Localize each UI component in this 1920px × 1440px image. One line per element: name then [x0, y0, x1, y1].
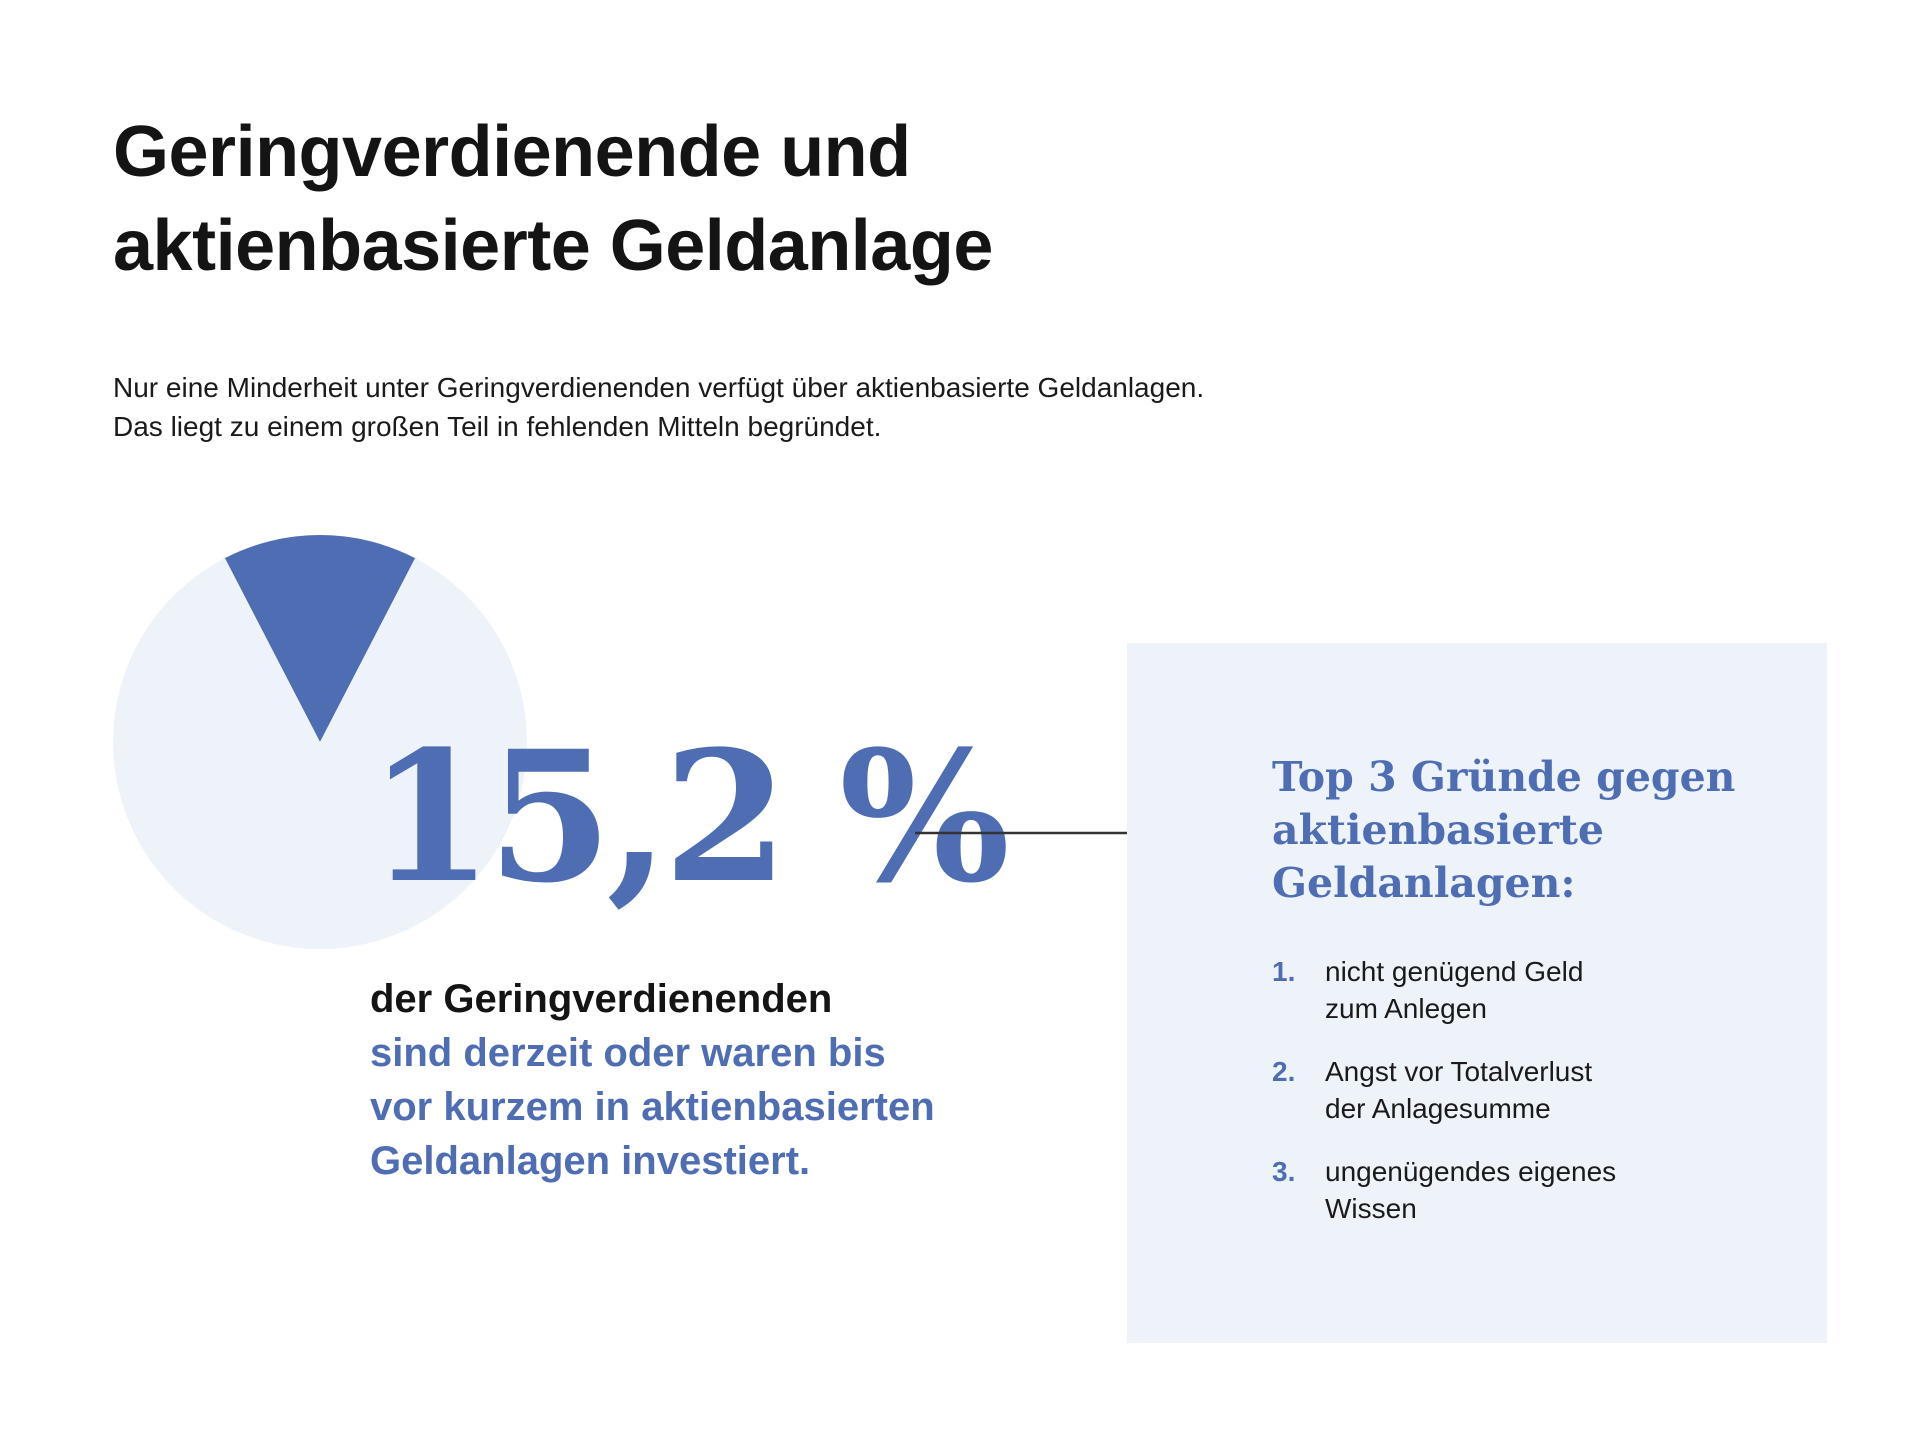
reasons-title-line-1: Top 3 Gründe gegen	[1272, 753, 1736, 801]
page-title-line-2: aktienbasierte Geldanlage	[113, 206, 993, 286]
page-title-line-1: Geringverdienende und	[113, 112, 911, 192]
reason-item: 2. Angst vor Totalverlust der Anlagesumm…	[1272, 1053, 1792, 1127]
reason-text-line-1: ungenügendes eigenes	[1325, 1156, 1617, 1187]
reasons-title-line-2: aktienbasierte	[1272, 806, 1604, 854]
reason-text-line-2: der Anlagesumme	[1325, 1093, 1551, 1124]
intro-line-1: Nur eine Minderheit unter Geringverdiene…	[113, 372, 1205, 403]
reason-item: 3. ungenügendes eigenes Wissen	[1272, 1153, 1792, 1227]
pie-slice-rest	[113, 558, 527, 949]
intro-line-2: Das liegt zu einem großen Teil in fehlen…	[113, 411, 882, 442]
reason-text: nicht genügend Geld zum Anlegen	[1325, 953, 1792, 1027]
reasons-title: Top 3 Gründe gegen aktienbasierte Geldan…	[1272, 751, 1792, 910]
pie-slice-invested	[224, 535, 416, 742]
statement-line-4: Geldanlagen investiert.	[370, 1139, 811, 1183]
reason-text-line-1: nicht genügend Geld	[1325, 956, 1584, 987]
percentage-label: 15,2 %	[368, 712, 1010, 923]
reason-number: 2.	[1272, 1056, 1296, 1087]
reason-text-line-2: zum Anlegen	[1325, 993, 1487, 1024]
reason-text-line-1: Angst vor Totalverlust	[1325, 1056, 1593, 1087]
reasons-list: 1. nicht genügend Geld zum Anlegen 2. An…	[1272, 953, 1792, 1253]
reason-text: ungenügendes eigenes Wissen	[1325, 1153, 1792, 1227]
intro-text: Nur eine Minderheit unter Geringverdiene…	[113, 368, 1513, 446]
reasons-panel: Top 3 Gründe gegen aktienbasierte Geldan…	[1127, 643, 1827, 1343]
reason-text: Angst vor Totalverlust der Anlagesumme	[1325, 1053, 1792, 1127]
statement-line-3: vor kurzem in aktienbasierten	[370, 1085, 935, 1129]
reason-text-line-2: Wissen	[1325, 1193, 1417, 1224]
reason-number: 1.	[1272, 956, 1296, 987]
reasons-title-line-3: Geldanlagen:	[1272, 859, 1576, 907]
page-title: Geringverdienende und aktienbasierte Gel…	[113, 105, 1213, 293]
reason-number: 3.	[1272, 1156, 1296, 1187]
pie-slices	[113, 535, 527, 949]
statement-text: der Geringverdienenden sind derzeit oder…	[370, 972, 1070, 1188]
statement-line-2: sind derzeit oder waren bis	[370, 1031, 886, 1075]
statement-line-1: der Geringverdienenden	[370, 977, 833, 1021]
reason-item: 1. nicht genügend Geld zum Anlegen	[1272, 953, 1792, 1027]
pie-chart	[113, 535, 527, 949]
